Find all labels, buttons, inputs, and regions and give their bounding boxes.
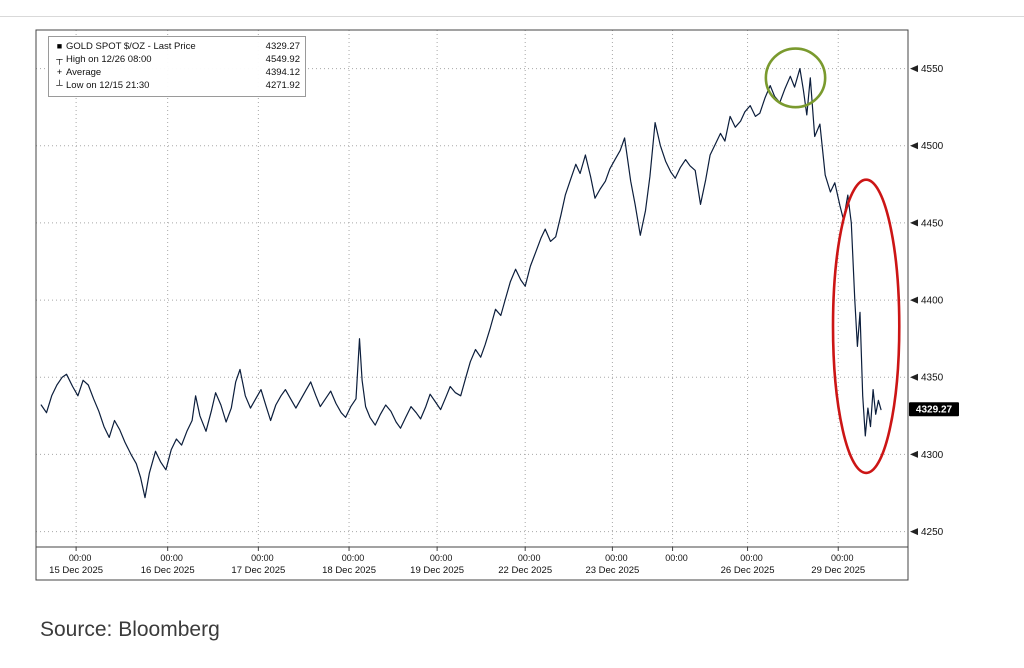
gold-price-line [40, 67, 882, 499]
svg-text:4450: 4450 [921, 218, 944, 229]
last-price-tag: 4329.27 [909, 402, 959, 417]
svg-text:16 Dec 2025: 16 Dec 2025 [141, 565, 195, 576]
high-circle-annotation [764, 47, 827, 109]
svg-text:22 Dec 2025: 22 Dec 2025 [498, 565, 552, 576]
gold-price-chart: 4250 4300 4350 4400 4450 4500 4550 00:00 15 Dec … [35, 29, 959, 581]
legend-label: Low on 12/15 21:30 [66, 80, 150, 91]
svg-text:15 Dec 2025: 15 Dec 2025 [49, 565, 103, 576]
grid [36, 30, 908, 547]
svg-text:29 Dec 2025: 29 Dec 2025 [811, 565, 865, 576]
svg-text:00:00: 00:00 [342, 553, 365, 563]
low-marker-icon: ┴ [56, 80, 63, 90]
legend-row-average: + Average 4394.12 [53, 66, 300, 79]
svg-text:00:00: 00:00 [740, 553, 763, 563]
y-tick-arrow-icon [910, 373, 918, 381]
svg-text:23 Dec 2025: 23 Dec 2025 [585, 565, 639, 576]
svg-text:00:00: 00:00 [831, 553, 854, 563]
y-tick-arrow-icon [910, 450, 918, 458]
top-divider [0, 16, 1024, 17]
last-price-marker-icon: ■ [56, 41, 63, 51]
svg-text:4300: 4300 [921, 450, 944, 461]
svg-text:18 Dec 2025: 18 Dec 2025 [322, 565, 376, 576]
y-tick-arrow-icon [910, 65, 918, 73]
y-tick-arrow-icon [910, 142, 918, 150]
average-marker-icon: + [56, 67, 63, 77]
svg-text:4350: 4350 [921, 373, 944, 384]
legend-value: 4549.92 [265, 54, 300, 65]
svg-text:4329.27: 4329.27 [916, 405, 953, 416]
y-axis-labels: 4250 4300 4350 4400 4450 4500 4550 [910, 64, 944, 538]
svg-text:4550: 4550 [921, 64, 944, 75]
legend-label: High on 12/26 08:00 [66, 54, 152, 65]
svg-text:00:00: 00:00 [160, 553, 183, 563]
y-tick-arrow-icon [910, 296, 918, 304]
legend-value: 4329.27 [265, 41, 300, 52]
svg-text:00:00: 00:00 [430, 553, 453, 563]
legend-value: 4394.12 [265, 67, 300, 78]
y-tick-arrow-icon [910, 528, 918, 536]
svg-text:00:00: 00:00 [605, 553, 628, 563]
svg-text:4400: 4400 [921, 296, 944, 307]
svg-text:19 Dec 2025: 19 Dec 2025 [410, 565, 464, 576]
svg-text:00:00: 00:00 [518, 553, 541, 563]
svg-text:26 Dec 2025: 26 Dec 2025 [721, 565, 775, 576]
svg-text:4250: 4250 [921, 527, 944, 538]
legend-value: 4271.92 [265, 80, 300, 91]
svg-text:00:00: 00:00 [69, 553, 92, 563]
y-tick-arrow-icon [910, 219, 918, 227]
svg-text:00:00: 00:00 [251, 553, 274, 563]
crash-circle-annotation [831, 178, 901, 475]
svg-text:00:00: 00:00 [665, 553, 688, 563]
legend-row-low: ┴ Low on 12/15 21:30 4271.92 [53, 79, 300, 92]
high-marker-icon: ┬ [56, 54, 63, 64]
legend-label: GOLD SPOT $/OZ - Last Price [66, 41, 196, 52]
legend-row-high: ┬ High on 12/26 08:00 4549.92 [53, 53, 300, 66]
svg-text:4500: 4500 [921, 141, 944, 152]
x-axis-labels: 00:00 15 Dec 2025 00:00 16 Dec 2025 00:00 17 … [49, 547, 865, 576]
legend-row-last-price: ■ GOLD SPOT $/OZ - Last Price 4329.27 [53, 40, 300, 53]
source-attribution: Source: Bloomberg [40, 618, 220, 641]
legend-label: Average [66, 67, 102, 78]
plot-frame [35, 29, 909, 581]
chart-legend: ■ GOLD SPOT $/OZ - Last Price 4329.27 ┬ … [48, 36, 306, 97]
svg-text:17 Dec 2025: 17 Dec 2025 [231, 565, 285, 576]
